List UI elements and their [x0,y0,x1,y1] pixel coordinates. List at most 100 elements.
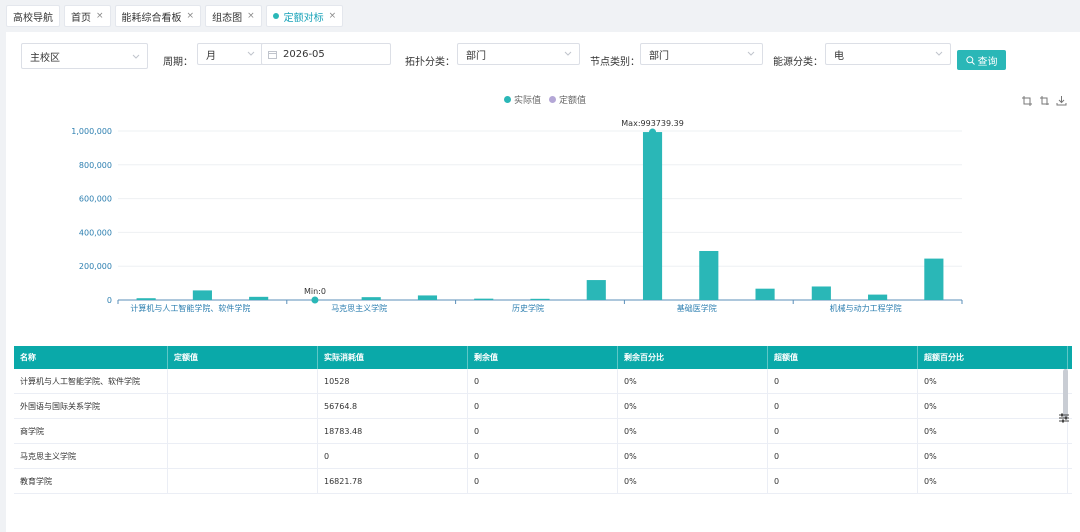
tab-label: 首页 [71,12,91,24]
table-row[interactable]: 计算机与人工智能学院、软件学院 10528 0 0% 0 0% [14,369,1072,394]
chart-legend: 实际值 定额值 [504,93,586,106]
search-icon [965,55,975,65]
topology-select[interactable]: 部门 [457,43,580,65]
max-point-marker [649,128,657,136]
reset-zoom-icon[interactable] [1039,95,1050,106]
column-header[interactable]: 名称 [14,346,168,369]
column-settings-icon[interactable] [1058,412,1070,424]
min-label: Min:0 [304,287,326,296]
zoom-icon[interactable] [1022,95,1033,106]
bar-actual [474,298,494,300]
table-cell [168,394,318,419]
column-header[interactable]: 超额值 [768,346,918,369]
energy-select[interactable]: 电 [825,43,951,65]
x-tick-label: 基础医学院 [677,303,717,313]
legend-item-quota[interactable]: 定额值 [549,93,586,106]
tab-quota-benchmark[interactable]: 定额对标 × [265,5,344,27]
bar-actual [361,297,381,300]
tab-configuration-diagram[interactable]: 组态图 × [205,5,262,27]
table-cell: 0 [768,469,918,494]
x-tick-label: 计算机与人工智能学院、软件学院 [130,303,250,313]
table-cell: 18783.48 [318,419,468,444]
y-tick-label: 1,000,000 [71,127,112,136]
table-row[interactable]: 外国语与国际关系学院 56764.8 0 0% 0 0% [14,394,1072,419]
tab-bar: 高校导航 首页 × 能耗综合看板 × 组态图 × 定额对标 × [0,0,1080,32]
y-tick-label: 800,000 [79,161,112,170]
bar-actual [868,294,888,300]
tab-energy-dashboard[interactable]: 能耗综合看板 × [114,5,202,27]
table-cell: 外国语与国际关系学院 [14,394,168,419]
close-icon[interactable]: × [96,11,104,21]
table-cell: 0% [618,369,768,394]
node-select[interactable]: 部门 [640,43,763,65]
column-header[interactable]: 剩余值 [468,346,618,369]
legend-label: 实际值 [514,96,542,106]
chart-toolbox [1022,95,1067,106]
table-cell: 0% [618,394,768,419]
table-scrollbar[interactable] [1063,369,1068,419]
table-cell: 0% [618,419,768,444]
chevron-down-icon [247,51,255,56]
y-tick-label: 600,000 [79,195,112,204]
quota-table: 名称 定额值 实际消耗值 剩余值 剩余百分比 超额值 超额百分比 计算机与人工智能学院、软件… [14,346,1072,496]
period-value: 月 [206,50,216,62]
table-header: 名称 定额值 实际消耗值 剩余值 剩余百分比 超额值 超额百分比 [14,346,1072,369]
table-cell: 0 [768,419,918,444]
table-cell: 0% [918,469,1068,494]
bar-actual [530,298,550,300]
tab-campus-nav[interactable]: 高校导航 [6,5,60,27]
search-button[interactable]: 查询 [957,50,1006,70]
table-cell: 计算机与人工智能学院、软件学院 [14,369,168,394]
table-cell: 10528 [318,369,468,394]
column-header[interactable]: 超额百分比 [918,346,1068,369]
campus-select[interactable]: 主校区 [21,43,148,69]
table-cell: 0 [468,469,618,494]
node-value: 部门 [649,50,669,62]
topology-label: 拓扑分类： [405,57,455,68]
period-select[interactable]: 月 [197,43,263,65]
table-cell: 0 [468,369,618,394]
close-icon[interactable]: × [247,11,255,21]
table-cell [168,369,318,394]
x-tick-label: 历史学院 [512,303,544,313]
table-cell: 0% [618,469,768,494]
date-picker[interactable]: 2026-05 [261,43,391,65]
column-header[interactable]: 实际消耗值 [318,346,468,369]
close-icon[interactable]: × [328,11,337,21]
table-body: 计算机与人工智能学院、软件学院 10528 0 0% 0 0% 外国语与国际关系学院 5676… [14,369,1072,494]
bar-actual [924,258,944,300]
bar-actual [586,280,606,300]
tab-label: 组态图 [212,12,243,24]
table-cell: 0 [318,444,468,469]
table-cell: 0 [468,419,618,444]
legend-dot-icon [504,96,511,103]
bar-actual [136,298,156,300]
close-icon[interactable]: × [186,11,195,21]
chart-area: 实际值 定额值 0 200,000 400,000 600,000 800,000 1,0… [6,82,1080,332]
bar-actual [249,296,269,300]
campus-value: 主校区 [30,52,60,64]
table-row[interactable]: 教育学院 16821.78 0 0% 0 0% [14,469,1072,494]
table-row[interactable]: 马克思主义学院 0 0 0% 0 0% [14,444,1072,469]
table-cell: 0% [918,369,1068,394]
table-cell: 马克思主义学院 [14,444,168,469]
column-header[interactable]: 定额值 [168,346,318,369]
tab-home[interactable]: 首页 × [64,5,111,27]
bar-actual [811,286,831,300]
x-tick-label: 马克思主义学院 [331,303,387,313]
table-cell: 教育学院 [14,469,168,494]
y-tick-label: 0 [107,296,112,305]
node-label: 节点类别： [590,57,640,68]
download-icon[interactable] [1056,95,1067,106]
column-header[interactable]: 剩余百分比 [618,346,768,369]
energy-value: 电 [834,50,844,62]
chevron-down-icon [132,54,140,59]
search-label: 查询 [977,56,998,68]
bar-actual [755,288,775,300]
chevron-down-icon [564,51,572,56]
legend-item-actual[interactable]: 实际值 [504,93,541,106]
table-cell: 商学院 [14,419,168,444]
table-cell: 0 [768,369,918,394]
chevron-down-icon [935,51,943,56]
table-row[interactable]: 商学院 18783.48 0 0% 0 0% [14,419,1072,444]
